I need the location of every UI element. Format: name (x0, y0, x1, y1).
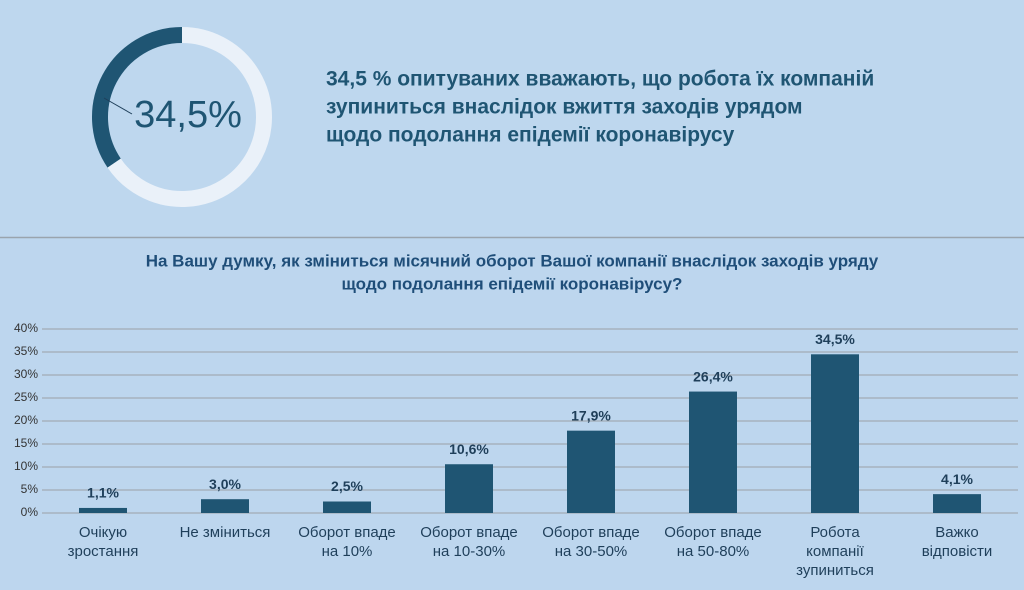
leader-line (103, 97, 133, 115)
bar (445, 464, 493, 513)
y-tick-label: 0% (21, 505, 39, 519)
value-label: 2,5% (331, 478, 363, 494)
y-tick-label: 35% (14, 344, 38, 358)
x-tick-label: Важко відповісти (922, 524, 993, 560)
donut-segment (107, 27, 272, 207)
bar (79, 507, 127, 513)
x-tick-label: Робота компанії зупиниться (796, 524, 874, 579)
chart-title: щодо подолання епідемії коронавірусу? (342, 274, 683, 293)
y-tick-label: 5% (21, 482, 39, 496)
y-tick-label: 40% (14, 321, 38, 335)
x-tick-label: Очікую зростання (68, 524, 139, 560)
y-tick-label: 15% (14, 436, 38, 450)
bar (811, 354, 859, 513)
donut-center-label: 34,5% (134, 94, 242, 136)
x-tick-label: Оборот впаде на 30-50% (542, 524, 640, 560)
value-label: 3,0% (209, 476, 241, 492)
x-tick-label: Оборот впаде на 50-80% (664, 524, 762, 560)
bar (567, 430, 615, 513)
bar (933, 494, 981, 513)
value-label: 1,1% (87, 485, 119, 501)
x-tick-label: Оборот впаде на 10-30% (420, 524, 518, 560)
bar (201, 499, 249, 513)
value-label: 26,4% (693, 368, 733, 384)
y-tick-label: 20% (14, 413, 38, 427)
y-tick-label: 10% (14, 459, 38, 473)
value-label: 34,5% (815, 331, 855, 347)
bar (323, 501, 371, 513)
y-tick-label: 30% (14, 367, 38, 381)
y-tick-label: 25% (14, 390, 38, 404)
donut-segment (92, 27, 183, 168)
headline: щодо подолання епідемії коронавірусу (326, 124, 735, 147)
headline: зупиниться внаслідок вжиття заходів уряд… (326, 96, 803, 119)
bar (689, 391, 737, 513)
value-label: 10,6% (449, 441, 489, 457)
x-tick-label: Оборот впаде на 10% (298, 524, 396, 560)
headline: 34,5 % опитуваних вважають, що робота їх… (326, 68, 874, 91)
value-label: 4,1% (941, 471, 973, 487)
chart-title: На Вашу думку, як зміниться місячний обо… (146, 251, 879, 270)
x-tick-label: Не зміниться (180, 524, 271, 541)
value-label: 17,9% (571, 407, 611, 423)
